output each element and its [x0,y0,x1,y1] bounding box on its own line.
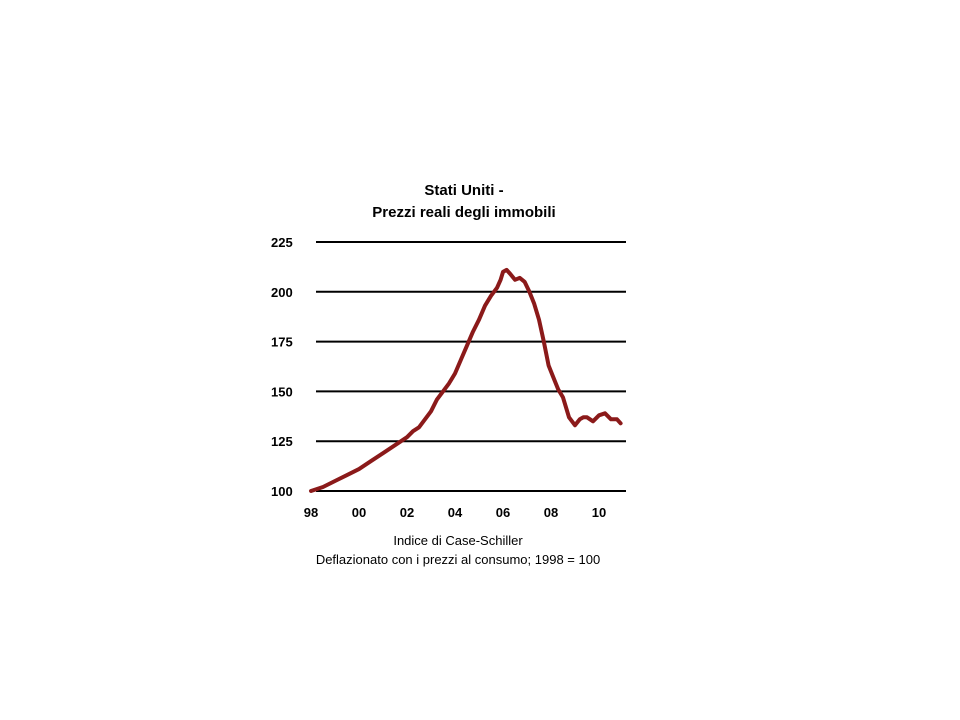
y-tick-label: 175 [271,335,293,350]
chart-subtitle: Prezzi reali degli immobili [372,204,555,221]
x-tick-label: 06 [496,505,510,520]
x-tick-label: 04 [448,505,463,520]
series-line-0 [309,267,623,493]
chart-note-deflation: Deflazionato con i prezzi al consumo; 19… [316,552,600,567]
x-axis-tick-labels: 98 00 02 04 06 08 10 [304,505,606,520]
y-tick-label: 225 [271,235,293,250]
x-tick-label: 00 [352,505,366,520]
y-tick-label: 200 [271,285,293,300]
chart-title: Stati Uniti - [424,182,503,199]
y-axis-tick-labels: 100 125 150 175 200 225 [271,235,293,499]
y-tick-label: 125 [271,434,293,449]
y-tick-label: 100 [271,484,293,499]
chart-note-index: Indice di Case-Schiller [393,533,523,548]
x-tick-label: 02 [400,505,414,520]
series-layer [309,267,623,493]
gridlines [316,241,626,492]
x-tick-label: 98 [304,505,318,520]
y-tick-label: 150 [271,384,293,399]
x-tick-label: 08 [544,505,558,520]
x-tick-label: 10 [592,505,606,520]
